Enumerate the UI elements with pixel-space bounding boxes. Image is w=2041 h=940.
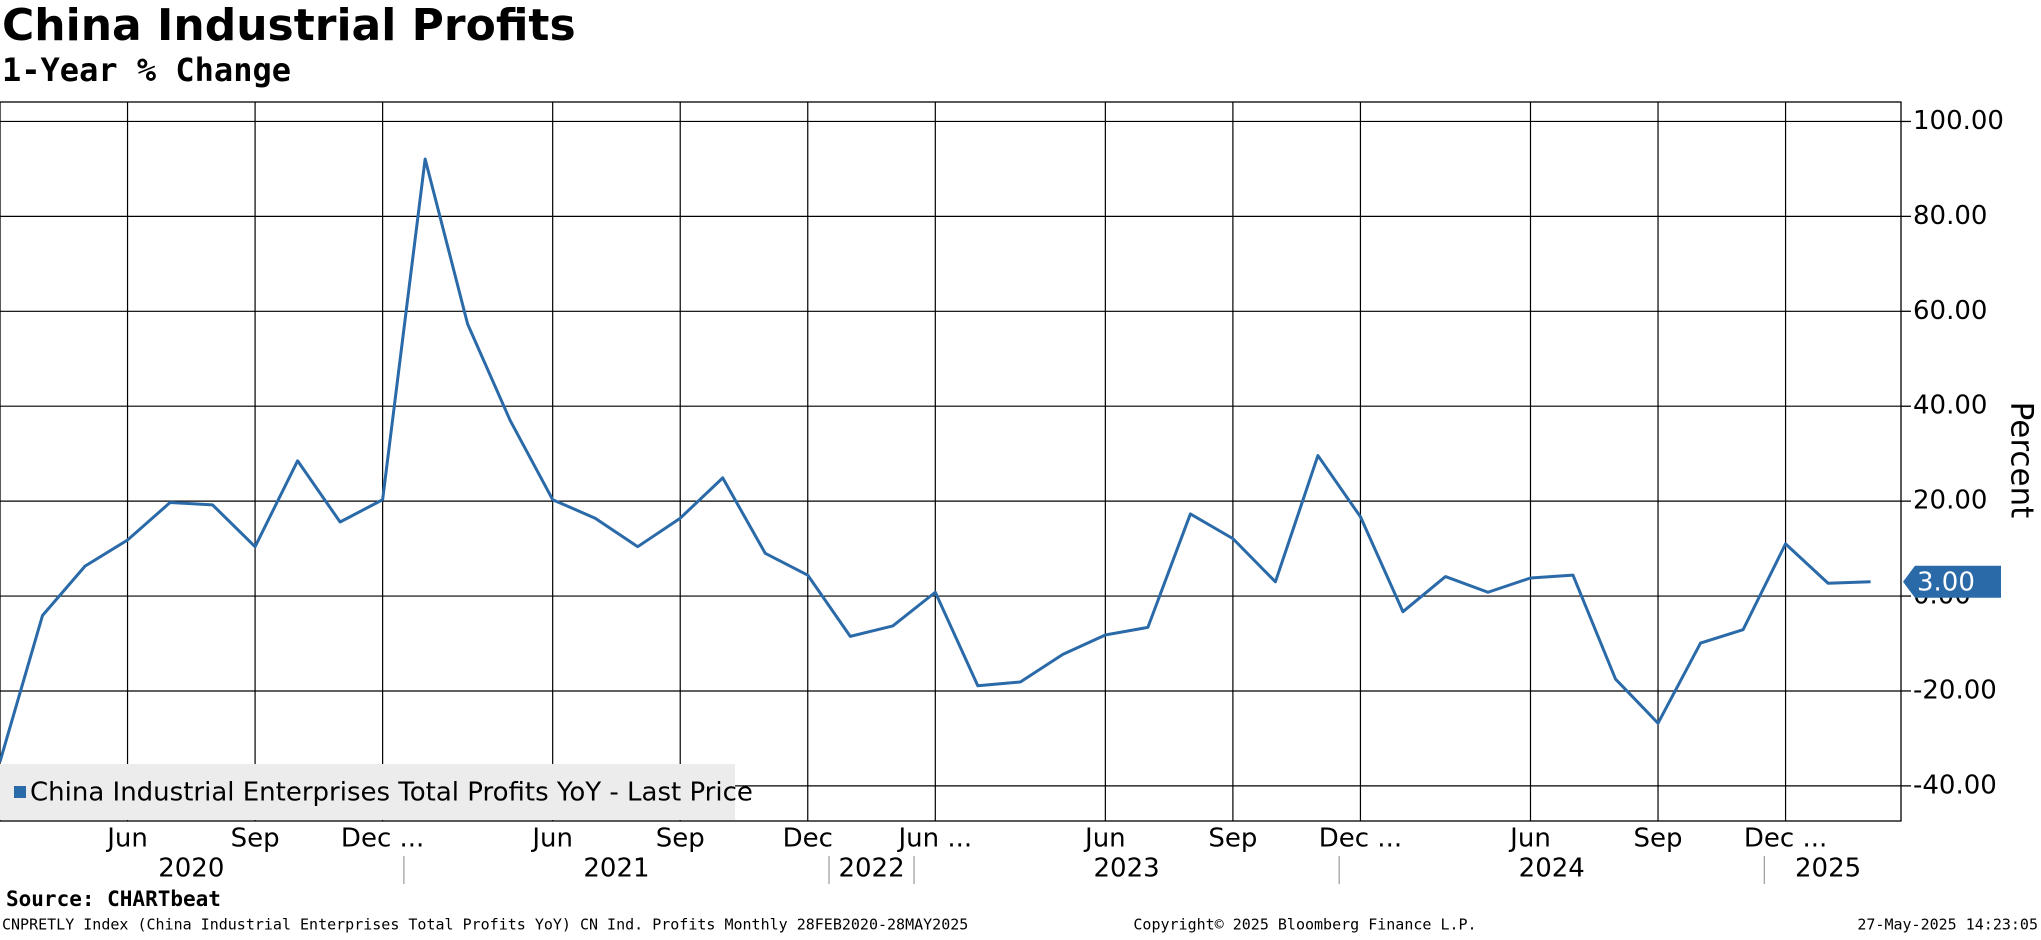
x-tick-label: Dec ... xyxy=(1319,824,1402,854)
x-tick-label: Jun xyxy=(105,824,148,854)
series-line xyxy=(0,157,1871,763)
timestamp: 27-May-2025 14:23:05 xyxy=(1857,916,2038,934)
x-year-label: 2023 xyxy=(1094,854,1160,884)
y-tick-label: 80.00 xyxy=(1913,201,1987,231)
legend-swatch xyxy=(14,786,26,798)
y-tick-label: 40.00 xyxy=(1913,391,1987,421)
x-tick-label: Sep xyxy=(1634,824,1683,854)
x-year-label: 2021 xyxy=(583,854,649,884)
y-tick-label: 60.00 xyxy=(1913,296,1987,326)
x-tick-label: Sep xyxy=(231,824,280,854)
x-tick-label: Dec xyxy=(783,824,833,854)
y-tick-label: -20.00 xyxy=(1913,675,1997,705)
x-tick-label: Dec ... xyxy=(341,824,424,854)
x-tick-label: Jun xyxy=(530,824,573,854)
chart-title: China Industrial Profits xyxy=(2,0,576,51)
x-tick-label: Dec ... xyxy=(1744,824,1827,854)
y-tick-label: 20.00 xyxy=(1913,486,1987,516)
x-tick-label: Jun ... xyxy=(896,824,972,854)
x-year-label: 2024 xyxy=(1519,854,1585,884)
x-tick-label: Jun xyxy=(1083,824,1126,854)
x-tick-label: Sep xyxy=(656,824,705,854)
x-year-label: 2022 xyxy=(838,854,904,884)
y-axis-label: Percent xyxy=(2004,402,2040,519)
legend-label: China Industrial Enterprises Total Profi… xyxy=(30,778,753,808)
legend-box xyxy=(0,764,735,820)
x-tick-label: Sep xyxy=(1208,824,1257,854)
plot-frame xyxy=(0,101,1902,822)
x-year-label: 2025 xyxy=(1795,854,1861,884)
chart-subtitle: 1-Year % Change xyxy=(2,51,291,89)
y-tick-label: 100.00 xyxy=(1913,106,2004,136)
footnote: CNPRETLY Index (China Industrial Enterpr… xyxy=(2,916,968,934)
last-value-label: 3.00 xyxy=(1917,567,1975,597)
copyright: Copyright© 2025 Bloomberg Finance L.P. xyxy=(1133,916,1476,934)
source: Source: CHARTbeat xyxy=(6,887,221,911)
last-value-tag xyxy=(1903,565,2001,598)
x-tick-label: Jun xyxy=(1508,824,1551,854)
x-year-label: 2020 xyxy=(158,854,224,884)
y-tick-label: -40.00 xyxy=(1913,770,1997,800)
